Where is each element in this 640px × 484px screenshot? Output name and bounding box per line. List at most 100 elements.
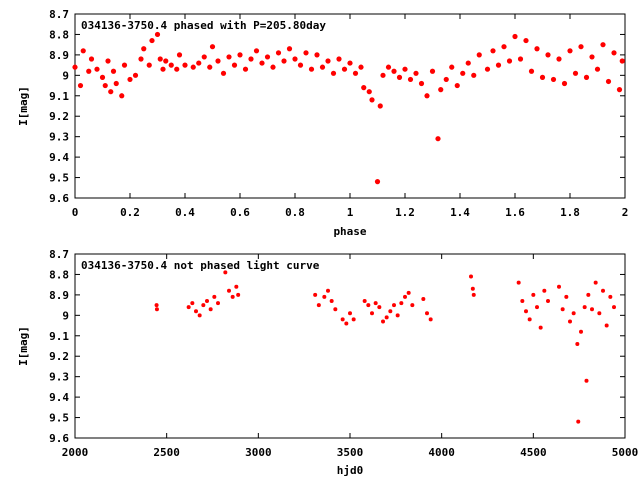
- data-point: [557, 284, 561, 289]
- data-point: [194, 309, 198, 314]
- data-point: [490, 48, 496, 54]
- y-tick-label: 8.9: [49, 289, 69, 302]
- data-point: [586, 292, 591, 297]
- data-point: [424, 93, 430, 99]
- data-point: [341, 66, 348, 72]
- data-point: [351, 317, 356, 322]
- x-tick-label: 2000: [62, 446, 89, 459]
- data-point: [616, 87, 623, 93]
- data-point: [516, 280, 521, 285]
- data-point: [319, 64, 326, 70]
- data-point: [231, 62, 238, 68]
- data-point: [86, 68, 92, 74]
- x-ticks: 2000 2500 3000 3500 4000 4500 5000: [62, 254, 639, 459]
- x-tick-label: 2: [622, 206, 629, 219]
- data-point: [576, 419, 581, 424]
- data-point: [270, 64, 276, 70]
- data-point: [72, 64, 78, 70]
- data-point: [460, 70, 466, 76]
- data-point: [88, 56, 95, 62]
- data-point: [186, 305, 191, 310]
- data-point: [77, 82, 84, 89]
- data-point: [80, 48, 86, 54]
- data-point: [556, 56, 562, 62]
- data-point: [227, 288, 231, 293]
- x-tick-label: 5000: [612, 446, 639, 459]
- data-point: [608, 294, 613, 299]
- data-point: [242, 66, 249, 72]
- data-point: [454, 82, 460, 89]
- data-point: [517, 56, 524, 62]
- y-tick-label: 8.7: [49, 8, 69, 21]
- x-axis-label: phase: [333, 225, 366, 238]
- data-point: [237, 52, 243, 58]
- data-point: [597, 311, 602, 316]
- data-point: [226, 54, 232, 60]
- y-tick-label: 9.1: [49, 330, 69, 343]
- data-point: [102, 82, 108, 89]
- data-point: [471, 72, 477, 78]
- data-point: [99, 74, 106, 80]
- data-point: [197, 313, 202, 318]
- data-point: [121, 62, 128, 68]
- data-point: [330, 70, 337, 76]
- data-point: [567, 48, 573, 54]
- data-point: [248, 56, 254, 62]
- data-point: [476, 52, 482, 58]
- y-axis-label: I[mag]: [17, 326, 30, 366]
- plot-frame: [74, 13, 626, 199]
- data-point: [190, 301, 195, 306]
- data-point: [366, 303, 371, 308]
- data-point: [230, 294, 235, 299]
- data-point: [127, 76, 133, 83]
- data-point: [471, 292, 476, 297]
- data-point: [163, 58, 169, 64]
- data-point: [600, 42, 606, 48]
- data-point: [407, 76, 414, 83]
- x-tick-label: 0.6: [230, 206, 250, 219]
- y-tick-label: 9.2: [49, 350, 69, 363]
- data-point: [589, 54, 595, 60]
- data-point: [495, 62, 502, 68]
- x-tick-label: 1.4: [450, 206, 470, 219]
- data-point: [223, 270, 228, 275]
- data-point: [154, 303, 159, 308]
- data-point: [286, 46, 293, 52]
- data-point: [292, 56, 298, 62]
- y-tick-label: 8.9: [49, 49, 69, 62]
- data-point: [322, 294, 327, 299]
- data-point: [418, 80, 425, 87]
- data-point: [110, 68, 117, 74]
- y-tick-label: 8.8: [49, 268, 69, 281]
- data-point: [352, 70, 359, 76]
- data-point: [590, 307, 594, 312]
- data-point: [561, 80, 568, 87]
- data-point: [336, 56, 342, 62]
- data-point: [369, 97, 375, 103]
- phased-light-curve-panel: 034136-3750.4 phased with P=205.80day I[…: [17, 8, 628, 238]
- data-point: [297, 62, 304, 68]
- data-point: [366, 89, 372, 95]
- data-points: [72, 31, 625, 185]
- data-point: [205, 299, 209, 304]
- data-point: [410, 303, 415, 308]
- data-point: [201, 303, 206, 308]
- chart-title: 034136-3750.4 phased with P=205.80day: [81, 19, 326, 32]
- data-point: [154, 307, 159, 312]
- data-point: [391, 68, 397, 74]
- x-tick-label: 3000: [245, 446, 272, 459]
- data-point: [564, 294, 569, 299]
- data-point: [425, 311, 429, 316]
- y-tick-label: 9.4: [49, 391, 69, 404]
- data-point: [571, 311, 576, 316]
- data-point: [344, 321, 349, 326]
- data-point: [146, 62, 152, 68]
- data-point: [550, 76, 557, 83]
- data-point: [527, 317, 532, 322]
- data-point: [611, 50, 617, 56]
- data-point: [325, 58, 331, 64]
- data-point: [506, 58, 513, 64]
- data-point: [568, 319, 572, 324]
- data-point: [160, 66, 166, 72]
- data-point: [154, 31, 161, 38]
